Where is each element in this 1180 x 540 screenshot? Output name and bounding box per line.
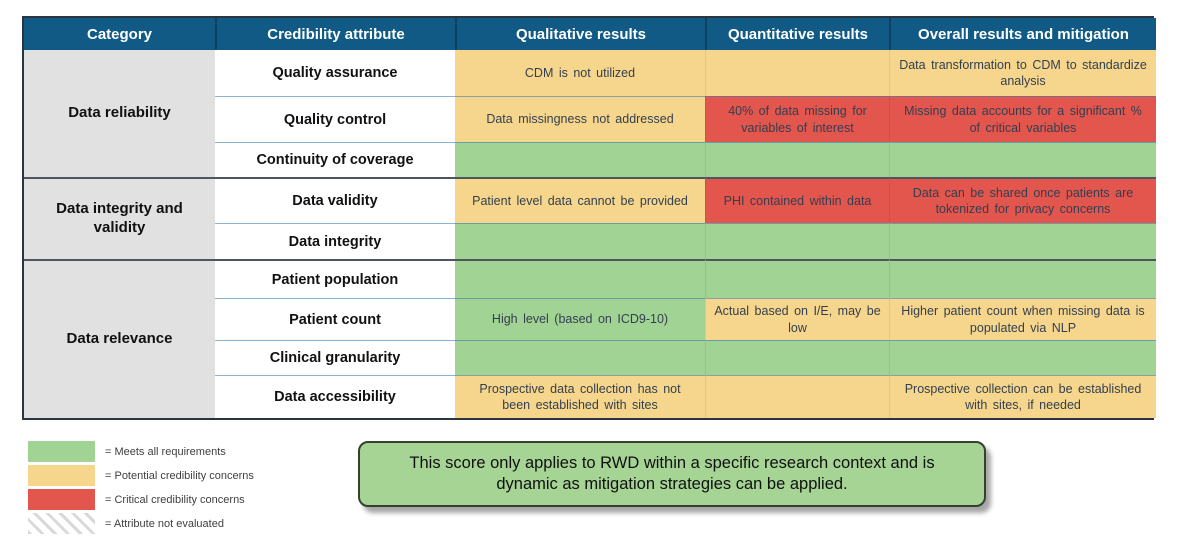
legend-item-meets-requirements: = Meets all requirements [28,441,254,462]
category-cell: Data relevance [24,259,215,418]
attribute-cell: Quality control [215,96,455,142]
qualitative-result-cell [455,142,705,177]
qualitative-result-cell: Data missingness not addressed [455,96,705,142]
quantitative-result-cell: PHI contained within data [705,177,889,223]
column-header-overall: Overall results and mitigation [889,18,1156,50]
overall-result-cell [889,340,1156,375]
quantitative-result-cell [705,340,889,375]
attribute-cell: Quality assurance [215,50,455,96]
qualitative-result-cell [455,223,705,259]
quantitative-result-cell: Actual based on I/E, may be low [705,298,889,340]
quantitative-result-cell [705,50,889,96]
column-header-qualitative: Qualitative results [455,18,705,50]
column-header-quantitative: Quantitative results [705,18,889,50]
category-cell: Data reliability [24,50,215,177]
quantitative-result-cell [705,142,889,177]
hatched-swatch-icon [28,513,95,534]
qualitative-result-cell: Prospective data collection has not been… [455,375,705,418]
yellow-swatch-icon [28,465,95,486]
attribute-cell: Data accessibility [215,375,455,418]
legend-label: = Critical credibility concerns [105,493,245,506]
assessment-table: Category Credibility attribute Qualitati… [22,16,1156,420]
score-note-callout: This score only applies to RWD within a … [358,441,986,507]
red-swatch-icon [28,489,95,510]
quantitative-result-cell [705,223,889,259]
quantitative-result-cell: 40% of data missing for variables of int… [705,96,889,142]
legend-label: = Attribute not evaluated [105,517,224,530]
overall-result-cell: Missing data accounts for a significant … [889,96,1156,142]
qualitative-result-cell [455,259,705,298]
column-header-category: Category [24,18,215,50]
legend-item-potential-concerns: = Potential credibility concerns [28,465,254,486]
qualitative-result-cell [455,340,705,375]
category-cell: Data integrity and validity [24,177,215,259]
column-header-attribute: Credibility attribute [215,18,455,50]
quantitative-result-cell [705,259,889,298]
attribute-cell: Patient population [215,259,455,298]
qualitative-result-cell: Patient level data cannot be provided [455,177,705,223]
legend-item-critical-concerns: = Critical credibility concerns [28,489,254,510]
legend-item-not-evaluated: = Attribute not evaluated [28,513,254,534]
quantitative-result-cell [705,375,889,418]
legend-label: = Potential credibility concerns [105,469,254,482]
attribute-cell: Data validity [215,177,455,223]
qualitative-result-cell: CDM is not utilized [455,50,705,96]
qualitative-result-cell: High level (based on ICD9-10) [455,298,705,340]
overall-result-cell: Data transformation to CDM to standardiz… [889,50,1156,96]
overall-result-cell [889,223,1156,259]
attribute-cell: Data integrity [215,223,455,259]
green-swatch-icon [28,441,95,462]
legend-label: = Meets all requirements [105,445,226,458]
attribute-cell: Clinical granularity [215,340,455,375]
overall-result-cell: Data can be shared once patients are tok… [889,177,1156,223]
overall-result-cell [889,142,1156,177]
attribute-cell: Continuity of coverage [215,142,455,177]
legend: = Meets all requirements = Potential cre… [28,441,254,537]
overall-result-cell [889,259,1156,298]
attribute-cell: Patient count [215,298,455,340]
overall-result-cell: Higher patient count when missing data i… [889,298,1156,340]
overall-result-cell: Prospective collection can be establishe… [889,375,1156,418]
